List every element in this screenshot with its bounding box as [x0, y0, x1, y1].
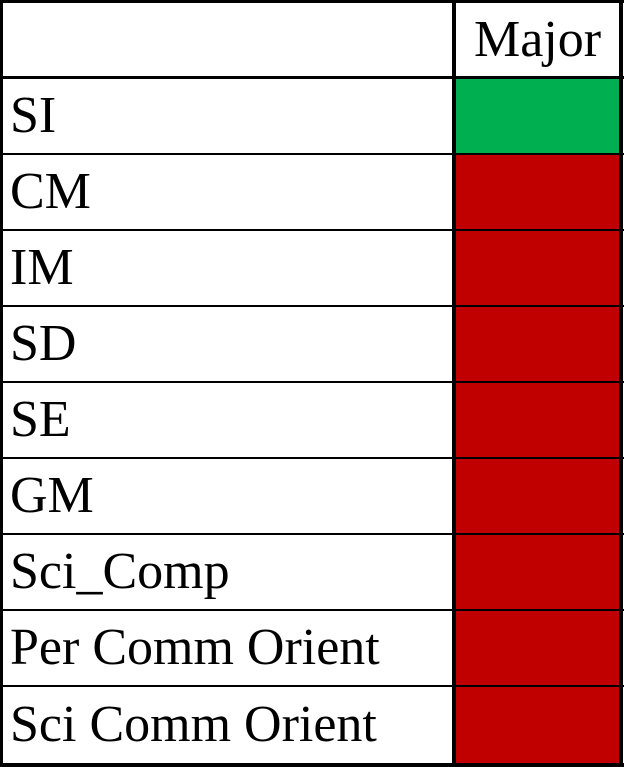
table-row: CM	[0, 154, 624, 230]
status-cell	[455, 306, 620, 382]
grid-line	[0, 381, 624, 383]
status-cell	[455, 534, 620, 610]
row-label: CM	[10, 163, 91, 220]
status-cell	[455, 382, 620, 458]
row-label: Sci_Comp	[10, 543, 230, 600]
grid-line	[0, 533, 624, 535]
status-cell	[455, 78, 620, 154]
grid-line	[0, 0, 3, 767]
row-label: SI	[10, 87, 57, 144]
row-label: Sci Comm Orient	[10, 696, 377, 753]
grid-line	[452, 0, 456, 767]
row-label: SE	[10, 391, 71, 448]
table-row: SD	[0, 306, 624, 382]
status-cell	[455, 686, 620, 764]
table-row: SE	[0, 382, 624, 458]
grid-line	[0, 153, 624, 155]
grid-line	[0, 229, 624, 231]
grid-line	[0, 763, 624, 767]
status-cell	[455, 610, 620, 686]
grid-line	[619, 0, 623, 767]
header-major-cell: Major	[473, 10, 602, 68]
grid-line	[0, 76, 624, 79]
header-blank-cell	[0, 0, 455, 78]
row-label: Per Comm Orient	[10, 619, 380, 676]
table-row: Per Comm Orient	[0, 610, 624, 686]
row-label: GM	[10, 467, 94, 524]
table-row: SI	[0, 78, 624, 154]
row-label: IM	[10, 239, 74, 296]
grid-line	[0, 685, 624, 687]
table-row: GM	[0, 458, 624, 534]
grid-line	[0, 305, 624, 307]
status-cell	[455, 154, 620, 230]
table-row: IM	[0, 230, 624, 306]
grid-line	[0, 457, 624, 459]
status-cell	[455, 458, 620, 534]
grid-line	[0, 609, 624, 611]
table-row: Sci_Comp	[0, 534, 624, 610]
status-cell	[455, 230, 620, 306]
grid-line	[0, 0, 624, 3]
row-label: SD	[10, 315, 77, 372]
header-row: Major	[0, 0, 624, 78]
table-row: Sci Comm Orient	[0, 686, 624, 764]
